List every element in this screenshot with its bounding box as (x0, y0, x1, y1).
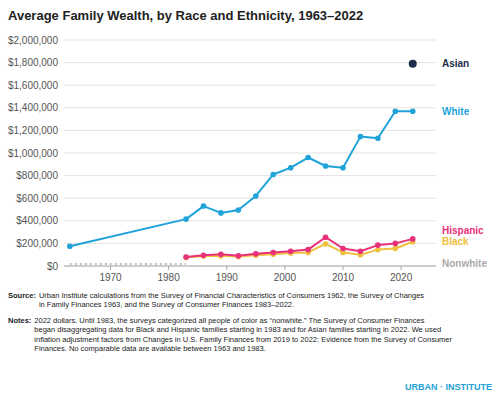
series-point (410, 108, 416, 114)
series-point (305, 247, 311, 253)
series-point (183, 216, 189, 222)
x-tick (343, 266, 344, 270)
y-tick-label: $0 (47, 261, 59, 272)
series-point (270, 172, 276, 178)
series-point (409, 60, 417, 68)
series-label: White (442, 106, 470, 117)
series-point (375, 136, 381, 142)
series-point (183, 254, 189, 260)
note-label: Notes: (8, 316, 31, 325)
note-text: 2022 dollars. Until 1983, the surveys ca… (34, 316, 452, 353)
note-line: began disaggregating data for Black and … (34, 325, 441, 334)
series-label: Nonwhite (442, 258, 487, 269)
background (0, 0, 500, 398)
series-line (70, 263, 186, 265)
y-tick-label: $600,000 (16, 193, 58, 204)
series-point (323, 241, 329, 247)
series-point (375, 242, 381, 248)
grid-line (64, 153, 436, 154)
y-tick-label: $1,400,000 (8, 102, 58, 113)
title: Average Family Wealth, by Race and Ethni… (8, 8, 363, 23)
series-point (201, 203, 207, 209)
series-point (236, 254, 242, 260)
series-point (236, 207, 242, 213)
series-point (218, 210, 224, 216)
y-tick-label: $200,000 (16, 238, 58, 249)
series-point (393, 108, 399, 114)
series-point (393, 246, 399, 252)
series-point (323, 163, 329, 169)
x-tick-label: 2000 (274, 272, 297, 283)
grid-line (64, 130, 436, 131)
series-point (183, 255, 189, 261)
series-point (236, 253, 242, 259)
series-label: Black (442, 236, 469, 247)
series-point (323, 234, 329, 240)
x-tick-label: 2010 (332, 272, 355, 283)
series-point (270, 250, 276, 256)
x-axis (64, 266, 436, 267)
grid-line (64, 175, 436, 176)
series-point (201, 252, 207, 258)
y-tick-label: $400,000 (16, 215, 58, 226)
x-tick (168, 266, 169, 270)
series-label: Asian (442, 58, 469, 69)
plot-area (67, 60, 417, 264)
note-line: Finances. No comparable data are availab… (34, 344, 265, 353)
series-point (288, 249, 294, 255)
x-tick (401, 266, 402, 270)
grid-line (64, 220, 436, 221)
x-tick (226, 266, 227, 270)
grid-line (64, 40, 436, 41)
series-point (218, 252, 224, 258)
y-tick-label: $1,800,000 (8, 57, 58, 68)
series-label: Hispanic (442, 225, 484, 236)
series-point (358, 134, 364, 140)
series-point (201, 253, 207, 259)
series-line (70, 111, 413, 246)
grid-line (64, 107, 436, 108)
series-point (67, 243, 73, 249)
y-tick-label: $2,000,000 (8, 35, 58, 46)
note-line: Urban Institute calculations from the Su… (39, 291, 424, 300)
grid-line (64, 85, 436, 86)
footer: URBAN · INSTITUTE (405, 382, 492, 392)
y-tick-label: $1,600,000 (8, 80, 58, 91)
grid-line (64, 198, 436, 199)
y-tick-label: $1,000,000 (8, 148, 58, 159)
note-line: 2022 dollars. Until 1983, the surveys ca… (34, 316, 424, 325)
series-point (253, 193, 259, 199)
y-tick-label: $800,000 (16, 170, 58, 181)
note-line: in Family Finances 1963, and the Survey … (39, 300, 294, 309)
grid-line (64, 266, 436, 267)
series-point (410, 236, 416, 242)
series-point (340, 246, 346, 252)
x-tick (110, 266, 111, 270)
x-tick (284, 266, 285, 270)
series-point (253, 251, 259, 257)
note-line: inflation adjustment factors from Change… (34, 335, 452, 344)
y-tick-label: $1,200,000 (8, 125, 58, 136)
x-tick-label: 1990 (216, 272, 239, 283)
series-point (393, 241, 399, 247)
x-tick-label: 1970 (99, 272, 122, 283)
series-point (358, 249, 364, 255)
note-text: Urban Institute calculations from the Su… (39, 291, 424, 309)
x-tick-label: 1980 (158, 272, 181, 283)
series-point (288, 165, 294, 171)
series-point (340, 165, 346, 171)
series-point (305, 155, 311, 161)
note-label: Source: (8, 291, 36, 300)
chart: Average Family Wealth, by Race and Ethni… (0, 0, 500, 398)
series-line (186, 237, 413, 257)
x-tick-label: 2020 (390, 272, 413, 283)
grid-line (64, 62, 436, 63)
